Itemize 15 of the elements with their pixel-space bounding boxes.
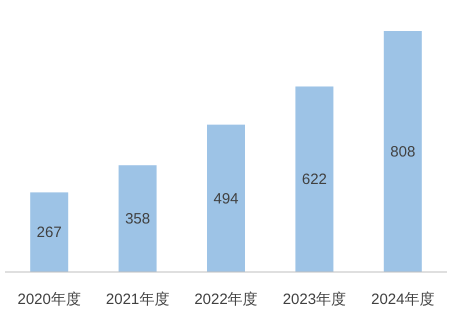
data-label: 494 <box>213 190 239 208</box>
x-tick-label: 2024年度 <box>371 291 434 308</box>
bar <box>295 86 334 272</box>
bar <box>30 192 68 272</box>
x-tick-label: 2021年度 <box>106 291 170 308</box>
x-tick-label: 2022年度 <box>194 291 258 308</box>
data-label: 267 <box>36 224 62 242</box>
bar <box>384 31 422 272</box>
data-label: 358 <box>125 210 150 228</box>
data-label: 622 <box>302 171 327 188</box>
data-label: 808 <box>390 144 416 160</box>
bar <box>118 165 157 272</box>
x-tick-label: 2023年度 <box>282 291 346 308</box>
x-tick-label: 2020年度 <box>18 291 81 308</box>
bar <box>206 124 246 272</box>
